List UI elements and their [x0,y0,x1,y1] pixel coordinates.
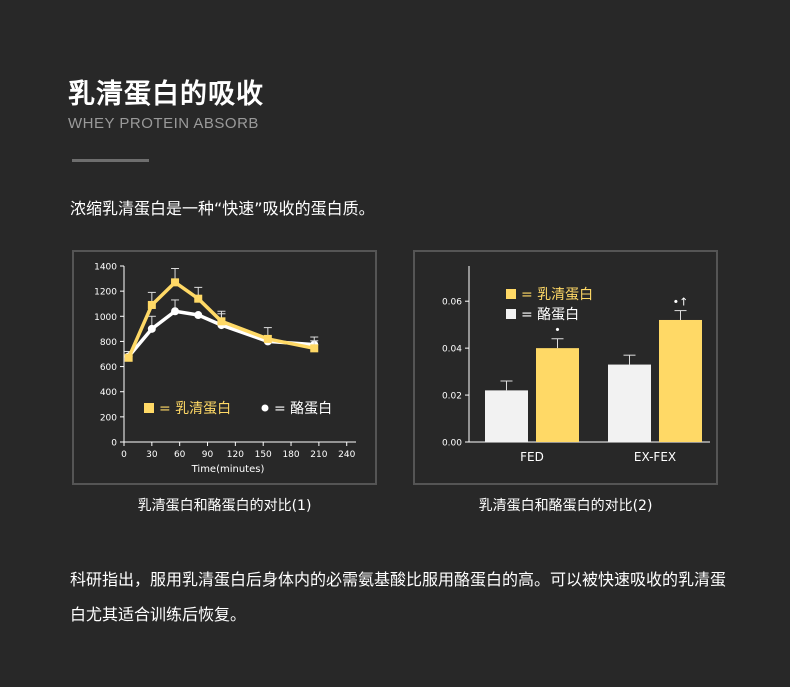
data-point [310,344,319,353]
data-point [194,294,203,303]
x-tick-label: 240 [338,450,355,460]
x-tick-label: 210 [310,450,327,460]
y-tick-label: 1000 [94,313,117,323]
page-subtitle: WHEY PROTEIN ABSORB [68,115,259,132]
line-chart: 0 200 400 600 800 1000 1200 1400 0 30 60 90 120 150 18… [94,263,356,475]
bar [608,364,651,442]
body-text: 科研指出，服用乳清蛋白后身体内的必需氨基酸比服用酪蛋白的高。可以被快速吸收的乳清… [70,570,727,624]
y-tick-label: 800 [100,338,117,348]
y-tick-label: 0.04 [442,345,462,355]
x-tick-label: 30 [146,450,158,460]
title-divider [72,159,149,162]
legend-marker-casein [261,404,269,412]
bar-chart: 0.00 0.02 0.04 0.06 • FED •↑ EX-FEX = 乳清蛋白 = 酪蛋白 [442,266,710,464]
y-tick-label: 0.00 [442,439,462,449]
line-chart-caption: 乳清蛋白和酪蛋白的对比(1) [137,498,312,514]
data-point [147,324,156,333]
y-tick-label: 1200 [94,288,117,298]
x-tick-label: 150 [255,450,272,460]
bar [659,319,702,442]
y-tick-label: 0 [111,439,117,449]
line-chart-panel: 0 200 400 600 800 1000 1200 1400 0 30 60 90 120 150 18… [72,250,377,485]
legend-marker-whey [144,403,154,413]
y-tick-label: 200 [100,413,117,423]
bar-chart-caption: 乳清蛋白和酪蛋白的对比(2) [478,498,653,514]
intro-text: 浓缩乳清蛋白是一种“快速”吸收的蛋白质。 [70,199,375,218]
bar-chart-panel: 0.00 0.02 0.04 0.06 • FED •↑ EX-FEX = 乳清蛋白 = 酪蛋白 [413,250,718,485]
bar-annotation: •↑ [673,296,689,309]
x-tick-label: 0 [121,450,127,460]
data-point [194,311,203,320]
legend-label-casein: = 酪蛋白 [521,307,579,323]
data-point [171,307,180,316]
page-title: 乳清蛋白的吸收 [68,79,264,110]
legend-label-whey: = 乳清蛋白 [159,401,231,417]
x-tick-label: 180 [282,450,299,460]
x-tick-label: EX-FEX [634,450,676,464]
x-tick-label: 120 [227,450,244,460]
legend-label-casein: = 酪蛋白 [274,401,332,417]
y-tick-label: 600 [100,363,117,373]
x-tick-label: 60 [174,450,186,460]
y-tick-label: 1400 [94,263,117,273]
x-axis-label: Time(minutes) [191,464,265,475]
data-point [171,278,180,287]
legend-label-whey: = 乳清蛋白 [521,287,593,303]
data-point [263,334,272,343]
legend-marker-whey [506,289,516,299]
bar-annotation: • [554,324,561,337]
data-point [217,317,226,326]
bar [485,390,528,442]
y-tick-label: 0.06 [442,298,462,308]
y-tick-label: 0.02 [442,392,462,402]
bar [536,348,579,442]
data-point [147,300,156,309]
y-tick-label: 400 [100,388,117,398]
x-tick-label: 90 [202,450,214,460]
x-tick-label: FED [520,450,544,464]
legend-marker-casein [506,309,516,319]
data-point [124,353,133,362]
